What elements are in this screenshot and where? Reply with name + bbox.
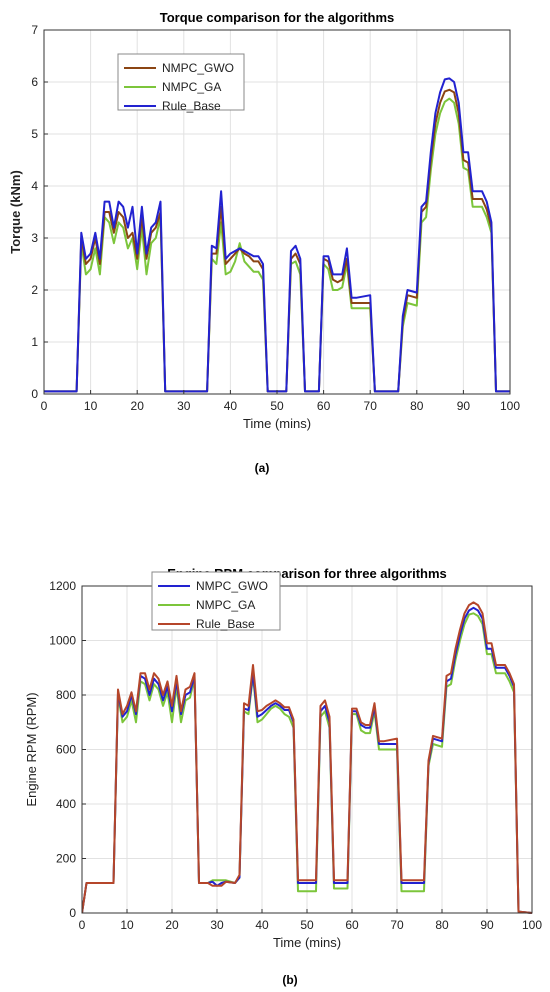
torque-legend-label-2: Rule_Base xyxy=(162,99,221,113)
torque-ytick-label-4: 4 xyxy=(31,179,38,193)
rpm-ytick-label-4: 800 xyxy=(56,688,76,702)
rpm-xtick-label-1: 10 xyxy=(120,918,134,932)
torque-ytick-label-5: 5 xyxy=(31,127,38,141)
torque-xtick-label-7: 70 xyxy=(364,399,378,413)
rpm-xtick-label-5: 50 xyxy=(300,918,314,932)
rpm-ytick-label-2: 400 xyxy=(56,797,76,811)
rpm-series-rule-base xyxy=(82,601,532,914)
rpm-legend-label-0: NMPC_GWO xyxy=(196,579,268,593)
torque-ylabel: Torque (kNm) xyxy=(8,170,23,254)
rpm-xtick-label-3: 30 xyxy=(210,918,224,932)
torque-legend-label-0: NMPC_GWO xyxy=(162,61,234,75)
torque-xlabel: Time (mins) xyxy=(243,416,311,431)
torque-xtick-label-5: 50 xyxy=(270,399,284,413)
rpm-xtick-label-4: 40 xyxy=(255,918,269,932)
rpm-legend-label-1: NMPC_GA xyxy=(196,598,255,612)
caption-a: (a) xyxy=(255,461,270,475)
torque-chart: (a) 0 10 20 30 40 50 60 70 80 90 100 0 1 2 3 4 5 6 7 Torque… xyxy=(8,10,520,475)
torque-ytick-label-2: 2 xyxy=(31,283,38,297)
torque-ytick-label-0: 0 xyxy=(31,387,38,401)
torque-title: Torque comparison for the algorithms xyxy=(160,10,395,25)
torque-series-rule-base xyxy=(44,77,510,393)
rpm-xtick-label-2: 20 xyxy=(165,918,179,932)
rpm-chart-svg: (b) 0 10 20 30 40 50 60 70 80 90 10002004006008001… xyxy=(24,566,542,987)
rpm-legend-label-2: Rule_Base xyxy=(196,617,255,631)
rpm-xlabel: Time (mins) xyxy=(273,935,341,950)
torque-xtick-label-6: 60 xyxy=(317,399,331,413)
rpm-xtick-label-9: 90 xyxy=(480,918,494,932)
torque-ytick-label-3: 3 xyxy=(31,231,38,245)
rpm-ytick-label-1: 200 xyxy=(56,852,76,866)
torque-xtick-label-1: 10 xyxy=(84,399,98,413)
rpm-series-nmpc-ga xyxy=(82,612,532,914)
rpm-xtick-label-10: 100 xyxy=(522,918,542,932)
torque-ytick-label-1: 1 xyxy=(31,335,38,349)
rpm-xtick-label-8: 80 xyxy=(435,918,449,932)
torque-legend-label-1: NMPC_GA xyxy=(162,80,221,94)
torque-ytick-label-7: 7 xyxy=(31,23,38,37)
rpm-chart: (b) 0 10 20 30 40 50 60 70 80 90 100 0 200 400 600 800 1… xyxy=(0,500,550,992)
torque-xtick-label-3: 30 xyxy=(177,399,191,413)
rpm-xtick-label-6: 60 xyxy=(345,918,359,932)
rpm-xtick-label-7: 70 xyxy=(390,918,404,932)
torque-xtick-label-10: 100 xyxy=(500,399,520,413)
torque-xtick-label-0: 0 xyxy=(41,399,48,413)
torque-chart-svg: (a) 0 10 20 30 40 50 60 70 80 90 100 0 1 2 3 4 5 6 7 Torque… xyxy=(8,10,520,475)
rpm-ytick-label-5: 1000 xyxy=(49,634,76,648)
rpm-ytick-label-3: 600 xyxy=(56,743,76,757)
caption-b: (b) xyxy=(282,973,297,987)
rpm-ytick-label-0: 0 xyxy=(69,906,76,920)
torque-ytick-label-6: 6 xyxy=(31,75,38,89)
torque-xtick-label-4: 40 xyxy=(224,399,238,413)
rpm-xtick-label-0: 0 xyxy=(79,918,86,932)
torque-xtick-label-9: 90 xyxy=(457,399,471,413)
rpm-legend-box xyxy=(151,571,281,631)
rpm-ytick-label-6: 1200 xyxy=(49,579,76,593)
rpm-ylabel: Engine RPM (RPM) xyxy=(24,692,39,806)
torque-xtick-label-2: 20 xyxy=(131,399,145,413)
torque-xtick-label-8: 80 xyxy=(410,399,424,413)
torque-legend-box xyxy=(117,53,245,111)
